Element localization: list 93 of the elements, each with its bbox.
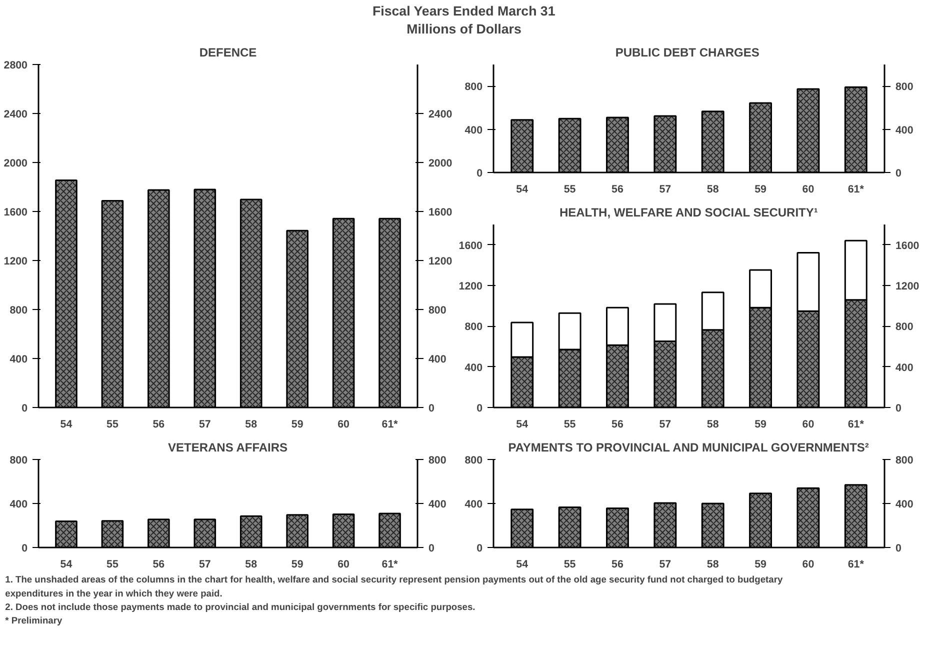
y2-tick-label: 0	[428, 402, 434, 414]
y2-tick-label: 400	[896, 498, 914, 510]
x-tick-label: 56	[612, 558, 624, 570]
x-tick-label: 59	[291, 418, 304, 430]
y2-tick-label: 400	[896, 362, 914, 374]
x-tick-label: 59	[754, 558, 767, 570]
x-tick-label: 56	[152, 558, 165, 570]
y-tick-label: 800	[10, 304, 28, 316]
x-tick-label: 59	[754, 184, 767, 196]
x-tick-label: 54	[60, 558, 72, 570]
x-tick-label: 60	[802, 418, 814, 430]
y-tick-label: 800	[464, 321, 483, 334]
y2-tick-label: 0	[896, 168, 902, 180]
x-tick-label: 61*	[382, 418, 399, 430]
x-tick-label: 58	[706, 418, 719, 430]
y2-tick-label: 800	[428, 454, 446, 466]
x-tick-label: 59	[754, 418, 767, 430]
text: * Preliminary	[5, 616, 63, 626]
x-tick-label: 57	[659, 184, 672, 196]
x-tick-label: 61*	[848, 558, 865, 570]
y2-tick-label: 800	[896, 321, 914, 334]
y-tick-label: 400	[464, 362, 483, 374]
x-tick-label: 54	[516, 184, 528, 196]
x-tick-label: 61*	[848, 418, 865, 430]
x-tick-label: 57	[198, 558, 211, 570]
text: 2. Does not include those payments made to provincial and municipal governments for specific purposes.	[5, 602, 476, 612]
y-tick-label: 1600	[4, 206, 28, 218]
y-tick-label: 2800	[4, 60, 28, 72]
y-tick-label: 0	[476, 542, 483, 554]
y-tick-label: 2000	[4, 158, 28, 170]
y2-tick-label: 400	[428, 498, 446, 510]
x-tick-label: 58	[706, 184, 719, 196]
x-tick-label: 55	[564, 418, 576, 430]
x-tick-label: 57	[659, 418, 672, 430]
x-tick-label: 57	[198, 418, 211, 430]
x-tick-label: 55	[106, 418, 118, 430]
x-tick-label: 60	[802, 558, 814, 570]
x-tick-label: 60	[802, 184, 814, 196]
y2-tick-label: 2000	[428, 158, 452, 170]
x-tick-label: 61*	[382, 558, 399, 570]
x-tick-label: 54	[516, 558, 528, 570]
y-tick-label: 400	[10, 498, 28, 510]
x-tick-label: 60	[338, 418, 350, 430]
x-tick-label: 58	[245, 558, 258, 570]
x-tick-label: 54	[60, 418, 72, 430]
y-tick-label: 0	[476, 402, 483, 414]
x-tick-label: 56	[612, 184, 624, 196]
y2-tick-label: 1600	[428, 206, 452, 218]
y2-tick-label: 1200	[428, 256, 452, 268]
y-tick-label: 1200	[458, 280, 483, 292]
y2-tick-label: 400	[896, 124, 914, 136]
y2-tick-label: 0	[428, 542, 434, 554]
x-tick-label: 60	[338, 558, 350, 570]
text: Millions of Dollars	[406, 22, 522, 37]
x-tick-label: 61*	[848, 184, 865, 196]
chart-title: PUBLIC DEBT CHARGES	[615, 46, 760, 60]
x-tick-label: 56	[152, 418, 165, 430]
x-tick-label: 55	[106, 558, 118, 570]
y2-tick-label: 800	[896, 454, 914, 466]
y-tick-label: 0	[22, 542, 28, 554]
chart-title: PAYMENTS TO PROVINCIAL AND MUNICIPAL GOVERNMENTS²	[508, 440, 869, 454]
y-tick-label: 800	[464, 81, 483, 94]
chart-title: VETERANS AFFAIRS	[168, 440, 288, 454]
y-tick-label: 400	[10, 354, 28, 366]
y2-tick-label: 0	[896, 542, 902, 554]
y-tick-label: 400	[464, 498, 483, 510]
chart-title: DEFENCE	[199, 46, 257, 60]
x-tick-label: 56	[612, 418, 624, 430]
text: Fiscal Years Ended March 31	[372, 4, 556, 19]
y2-tick-label: 800	[428, 304, 446, 316]
x-tick-label: 58	[245, 418, 258, 430]
y-tick-label: 1600	[458, 240, 483, 252]
y2-tick-label: 400	[428, 354, 446, 366]
y-tick-label: 0	[22, 402, 28, 414]
y-tick-label: 400	[464, 124, 483, 136]
y2-tick-label: 0	[896, 402, 902, 414]
y2-tick-label: 1600	[896, 240, 920, 252]
y2-tick-label: 800	[896, 81, 914, 94]
y-tick-label: 800	[10, 454, 28, 466]
y-tick-label: 800	[464, 454, 483, 466]
chart-title: HEALTH, WELFARE AND SOCIAL SECURITY¹	[559, 206, 818, 220]
x-tick-label: 58	[706, 558, 719, 570]
x-tick-label: 59	[291, 558, 304, 570]
y-tick-label: 2400	[4, 108, 28, 120]
y-tick-label: 1200	[4, 256, 28, 268]
y-tick-label: 0	[476, 168, 483, 180]
x-tick-label: 54	[516, 418, 528, 430]
x-tick-label: 57	[659, 558, 672, 570]
x-tick-label: 55	[564, 558, 576, 570]
y2-tick-label: 1200	[896, 280, 920, 292]
x-tick-label: 55	[564, 184, 576, 196]
y2-tick-label: 2400	[428, 108, 452, 120]
text: 1. The unshaded areas of the columns in the chart for health, welfare and social security represent pension payments out of the old age security fund not charged to budgetary expenditures in the year in which they were paid.	[5, 574, 784, 598]
